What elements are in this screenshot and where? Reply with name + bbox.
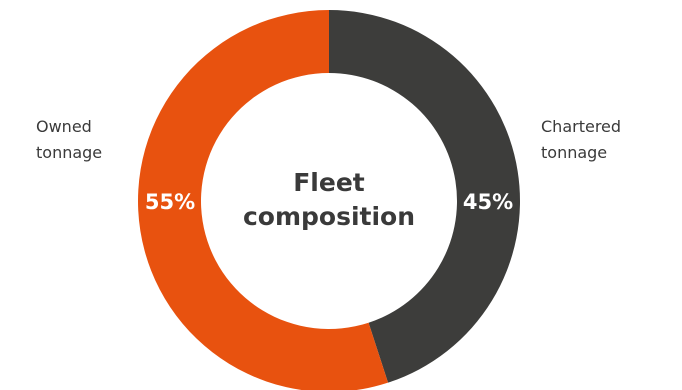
- chartered-tonnage-label: Chartered tonnage: [541, 114, 621, 166]
- chartered-label-line-1: Chartered: [541, 117, 622, 136]
- value-label-owned: 55%: [145, 190, 195, 214]
- owned-label-line-2: tonnage: [36, 143, 103, 162]
- owned-label-line-1: Owned: [36, 117, 92, 136]
- chart-title: Fleet composition: [229, 166, 429, 234]
- value-label-chartered: 45%: [463, 190, 513, 214]
- slice-chartered-tonnage: [329, 10, 520, 383]
- owned-tonnage-label: Owned tonnage: [36, 114, 102, 166]
- slice-owned-tonnage: [138, 10, 389, 390]
- value-labels: 45% 55%: [145, 190, 513, 214]
- donut-slices: [138, 10, 520, 390]
- chartered-label-line-2: tonnage: [541, 143, 608, 162]
- chart-title-line-1: Fleet: [293, 168, 365, 197]
- chart-title-line-2: composition: [242, 202, 416, 231]
